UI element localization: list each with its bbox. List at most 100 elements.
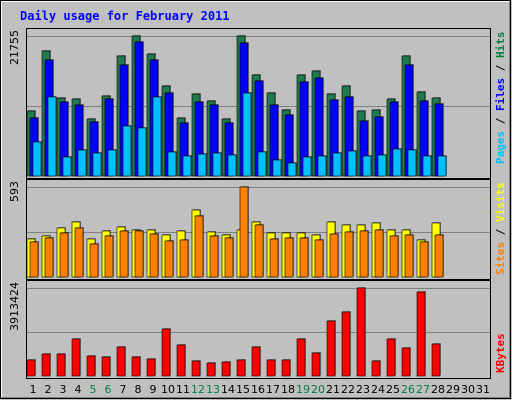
bar-kbytes-day-3: [56, 353, 66, 377]
bar-pages-day-13: [212, 152, 222, 177]
legend-visits-part-2: Visits: [494, 182, 507, 222]
bar-kbytes-day-14: [221, 361, 231, 377]
bar-pages-day-25: [392, 148, 402, 177]
legend-visits-part-0: Sites: [494, 242, 507, 275]
bar-sites-day-23: [359, 230, 369, 278]
bar-sites-day-15: [239, 186, 249, 278]
bar-kbytes-day-6: [101, 356, 111, 377]
bar-pages-day-3: [62, 156, 72, 177]
bar-sites-day-16: [254, 224, 264, 278]
legend-visits-part-1: /: [494, 222, 507, 242]
bar-pages-day-10: [167, 151, 177, 177]
bar-sites-day-26: [404, 234, 414, 278]
bar-sites-day-24: [374, 229, 384, 278]
x-tick-day-10: 10: [161, 383, 175, 396]
x-tick-day-22: 22: [341, 383, 355, 396]
bar-sites-day-9: [149, 233, 159, 278]
bar-sites-day-7: [119, 230, 129, 278]
bar-kbytes-day-22: [341, 311, 351, 377]
bar-pages-day-20: [317, 155, 327, 177]
bar-pages-day-4: [77, 149, 87, 177]
bar-kbytes-day-10: [161, 328, 171, 377]
x-tick-day-2: 2: [45, 383, 52, 396]
panel-kbytes: 3913424 KBytes: [8, 280, 507, 379]
panel-hits-legend: Pages / Files / Hits: [494, 32, 507, 165]
x-tick-day-23: 23: [356, 383, 370, 396]
bar-pages-day-7: [122, 125, 132, 177]
bar-sites-day-11: [179, 239, 189, 278]
bar-sites-day-4: [74, 227, 84, 278]
bar-kbytes-day-7: [116, 346, 126, 377]
bar-pages-day-12: [197, 153, 207, 177]
bar-sites-day-22: [344, 231, 354, 278]
x-tick-day-16: 16: [251, 383, 265, 396]
bar-kbytes-day-1: [26, 359, 36, 377]
bar-pages-day-15: [242, 92, 252, 177]
bar-sites-day-17: [269, 238, 279, 278]
bar-sites-day-14: [224, 237, 234, 278]
bar-pages-day-11: [182, 155, 192, 177]
x-tick-day-25: 25: [386, 383, 400, 396]
bar-sites-day-10: [164, 240, 174, 278]
x-tick-day-31: 31: [476, 383, 490, 396]
panel-hits: 21755 Pages / Files / Hits: [8, 28, 507, 179]
bar-sites-day-21: [329, 233, 339, 278]
bar-pages-day-23: [362, 155, 372, 177]
bar-pages-day-17: [272, 159, 282, 177]
bar-kbytes-day-19: [296, 338, 306, 377]
bar-pages-day-22: [347, 150, 357, 177]
x-tick-day-6: 6: [105, 383, 112, 396]
x-tick-day-5: 5: [90, 383, 97, 396]
bar-pages-day-2: [47, 96, 57, 177]
bar-pages-day-5: [92, 152, 102, 177]
x-tick-day-17: 17: [266, 383, 280, 396]
x-tick-day-14: 14: [221, 383, 235, 396]
bar-pages-day-24: [377, 154, 387, 177]
chart-panels: 21755 Pages / Files / Hits 593 Sites / Visi…: [8, 28, 507, 379]
legend-hits-part-1: /: [494, 111, 507, 131]
bar-sites-day-27: [419, 241, 429, 278]
bar-sites-day-6: [104, 235, 114, 278]
bar-sites-day-28: [434, 234, 444, 278]
x-tick-day-1: 1: [30, 383, 37, 396]
bar-kbytes-day-26: [401, 347, 411, 377]
panel-hits-ymax-label: 21755: [8, 30, 21, 65]
legend-kbytes-part-0: KBytes: [494, 333, 507, 373]
x-tick-day-3: 3: [60, 383, 67, 396]
bar-kbytes-day-13: [206, 362, 216, 377]
x-tick-day-24: 24: [371, 383, 385, 396]
bar-pages-day-19: [302, 156, 312, 177]
bar-pages-day-28: [437, 155, 447, 177]
bar-kbytes-day-25: [386, 338, 396, 377]
bar-kbytes-day-16: [251, 346, 261, 377]
bar-pages-day-16: [257, 151, 267, 177]
panel-kbytes-legend: KBytes: [494, 333, 507, 373]
bar-kbytes-day-20: [311, 352, 321, 377]
x-tick-day-8: 8: [135, 383, 142, 396]
bar-sites-day-20: [314, 239, 324, 278]
bar-pages-day-6: [107, 149, 117, 177]
x-tick-day-12: 12: [191, 383, 205, 396]
bar-pages-day-14: [227, 154, 237, 177]
x-tick-day-20: 20: [311, 383, 325, 396]
bar-pages-day-21: [332, 152, 342, 177]
legend-hits-part-3: /: [494, 58, 507, 78]
bar-kbytes-day-15: [236, 359, 246, 377]
bar-kbytes-day-28: [431, 343, 441, 377]
bar-sites-day-18: [284, 237, 294, 278]
x-tick-day-7: 7: [120, 383, 127, 396]
bar-sites-day-12: [194, 215, 204, 278]
x-tick-day-29: 29: [446, 383, 460, 396]
bar-pages-day-9: [152, 96, 162, 177]
bar-pages-day-27: [422, 155, 432, 177]
chart-title: Daily usage for February 2011: [20, 9, 230, 23]
bar-kbytes-day-8: [131, 356, 141, 377]
x-tick-day-11: 11: [176, 383, 190, 396]
bar-kbytes-day-23: [356, 287, 366, 377]
bar-kbytes-day-24: [371, 360, 381, 377]
panel-visits-legend: Sites / Visits: [494, 182, 507, 275]
bar-kbytes-day-17: [266, 359, 276, 377]
bar-sites-day-3: [59, 232, 69, 278]
